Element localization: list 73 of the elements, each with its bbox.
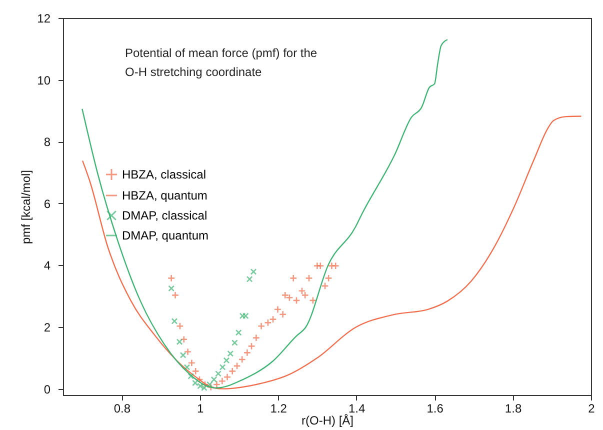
point xyxy=(223,357,230,364)
point xyxy=(298,287,306,295)
point xyxy=(248,342,256,350)
annotation: Potential of mean force (pmf) for the O-H stretching coordinate xyxy=(125,46,318,79)
x-tick-label: 1.4 xyxy=(348,402,366,416)
point xyxy=(168,285,175,292)
line-series xyxy=(82,116,582,390)
point xyxy=(206,381,213,388)
point xyxy=(168,274,176,282)
point xyxy=(180,336,188,344)
y-tick-label: 0 xyxy=(44,382,51,396)
point xyxy=(215,370,222,377)
y-tick-label: 6 xyxy=(44,196,51,211)
y-tick-label: 2 xyxy=(44,320,51,335)
point xyxy=(197,382,204,390)
point xyxy=(332,262,340,270)
point xyxy=(210,376,218,383)
line-series xyxy=(82,39,448,388)
point xyxy=(232,340,238,346)
y-tick-label: 8 xyxy=(44,135,51,150)
point xyxy=(176,322,184,330)
point xyxy=(239,312,246,320)
x-tick-label: 2 xyxy=(588,402,596,416)
point xyxy=(180,352,186,358)
x-tick-label: 0.8 xyxy=(114,402,131,416)
point xyxy=(192,380,198,386)
point xyxy=(292,296,300,304)
point xyxy=(252,334,260,342)
point xyxy=(184,364,190,370)
point xyxy=(324,274,332,282)
point xyxy=(188,359,196,367)
point xyxy=(201,384,208,392)
point xyxy=(176,338,183,346)
point xyxy=(264,318,272,326)
point xyxy=(242,312,249,320)
point xyxy=(192,367,200,376)
y-tick-label: 4 xyxy=(44,258,51,273)
point xyxy=(219,364,226,370)
point xyxy=(305,274,313,282)
legend-label: DMAP, classical xyxy=(122,208,208,222)
point xyxy=(257,322,266,330)
point xyxy=(321,282,329,290)
point xyxy=(250,268,257,275)
x-tick-label: 1 xyxy=(197,402,204,416)
point xyxy=(309,296,317,304)
point xyxy=(171,291,180,299)
point xyxy=(290,274,298,282)
y-tick-label: 10 xyxy=(37,73,51,88)
y-axis-title: pmf [kcal/mol] xyxy=(19,170,34,244)
x-tick-label: 1.6 xyxy=(426,402,444,416)
y-tick-label: 12 xyxy=(37,12,51,26)
point xyxy=(301,291,309,299)
legend-label: DMAP, quantum xyxy=(122,228,208,242)
point xyxy=(171,318,178,324)
point xyxy=(184,348,192,356)
point xyxy=(212,380,221,388)
point xyxy=(227,350,234,357)
x-axis-title: r(O-H) [Å] xyxy=(302,414,354,428)
x-tick-label: 1.8 xyxy=(504,402,522,416)
point xyxy=(246,276,253,282)
point xyxy=(218,377,226,385)
point xyxy=(316,262,324,270)
point xyxy=(233,362,241,370)
legend-label: HBZA, quantum xyxy=(122,188,208,202)
point xyxy=(235,329,242,336)
point xyxy=(243,348,252,356)
legend-label: HBZA, classical xyxy=(122,168,206,182)
point xyxy=(223,373,232,381)
point xyxy=(269,315,277,324)
point xyxy=(238,356,246,364)
point xyxy=(228,367,236,376)
x-tick-label: 1.2 xyxy=(270,402,288,416)
point xyxy=(188,372,194,380)
